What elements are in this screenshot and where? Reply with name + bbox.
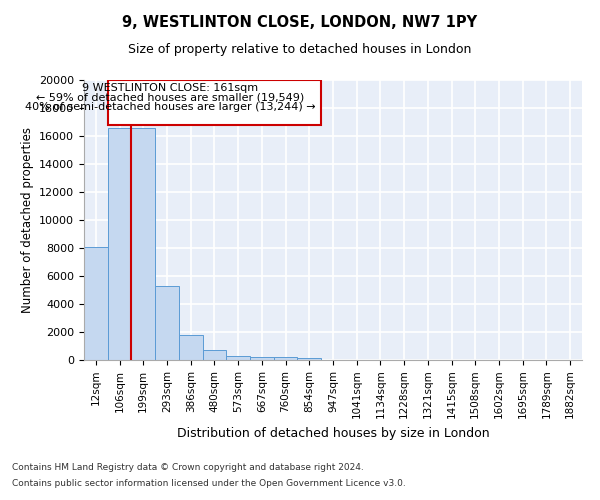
Bar — [274, 357, 298, 360]
Bar — [155, 286, 179, 360]
Y-axis label: Number of detached properties: Number of detached properties — [20, 127, 34, 313]
Text: Contains public sector information licensed under the Open Government Licence v3: Contains public sector information licen… — [12, 479, 406, 488]
Bar — [250, 356, 274, 360]
Bar — [226, 356, 250, 360]
Text: 40% of semi-detached houses are larger (13,244) →: 40% of semi-detached houses are larger (… — [25, 102, 316, 113]
X-axis label: Distribution of detached houses by size in London: Distribution of detached houses by size … — [176, 427, 490, 440]
Bar — [203, 350, 226, 360]
Text: ← 59% of detached houses are smaller (19,549): ← 59% of detached houses are smaller (19… — [37, 92, 305, 102]
Bar — [108, 128, 131, 360]
Bar — [84, 246, 108, 360]
Bar — [298, 358, 321, 360]
Text: 9 WESTLINTON CLOSE: 161sqm: 9 WESTLINTON CLOSE: 161sqm — [82, 83, 259, 93]
Bar — [131, 128, 155, 360]
Bar — [108, 80, 321, 125]
Text: 9, WESTLINTON CLOSE, LONDON, NW7 1PY: 9, WESTLINTON CLOSE, LONDON, NW7 1PY — [122, 15, 478, 30]
Bar — [179, 335, 203, 360]
Text: Contains HM Land Registry data © Crown copyright and database right 2024.: Contains HM Land Registry data © Crown c… — [12, 462, 364, 471]
Text: Size of property relative to detached houses in London: Size of property relative to detached ho… — [128, 42, 472, 56]
